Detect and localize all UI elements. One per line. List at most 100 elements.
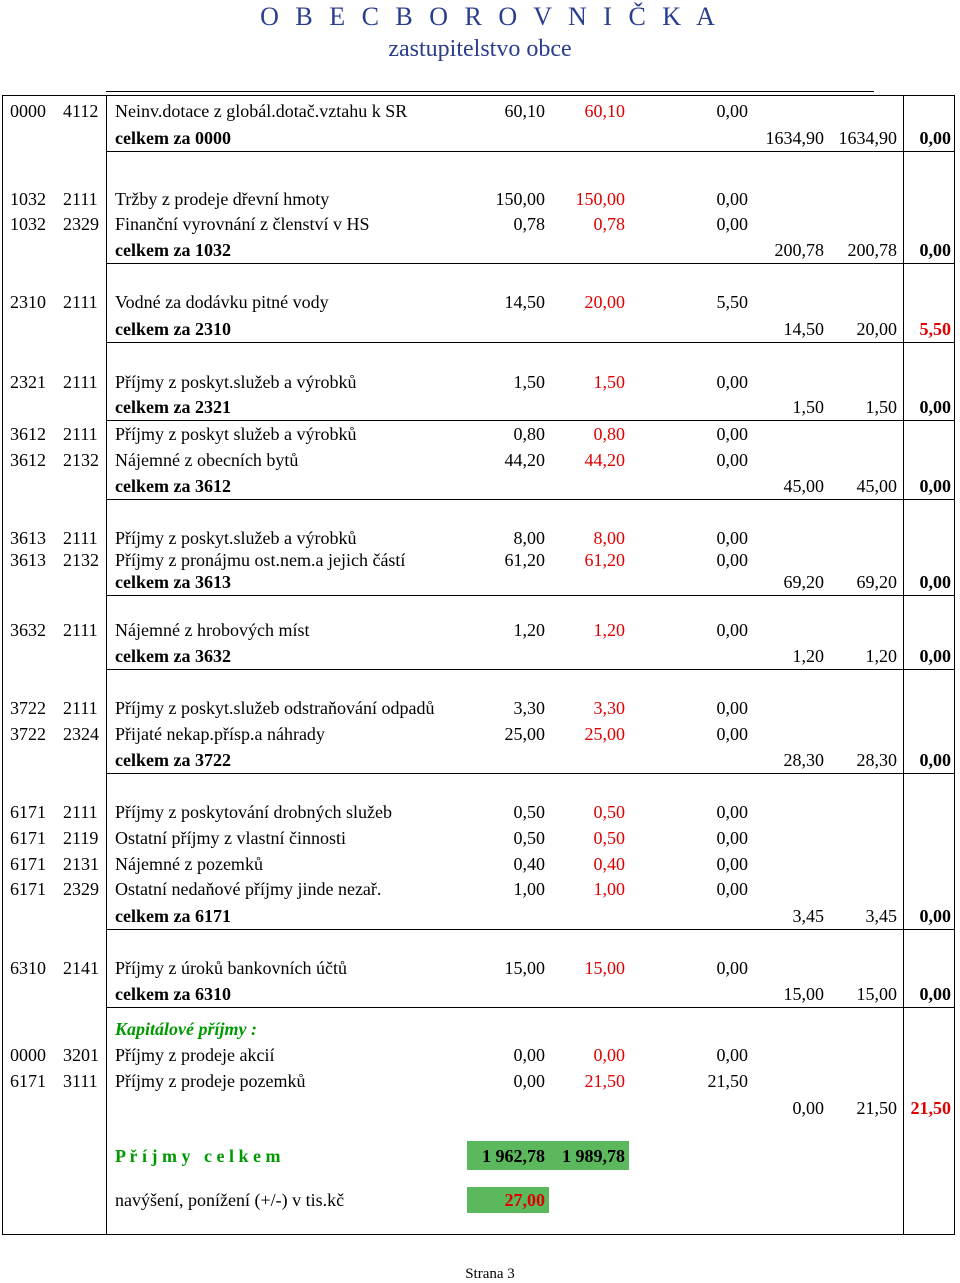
subtotal-label: celkem za 3632	[115, 646, 231, 666]
subtotal-difference: 0,00	[919, 906, 952, 926]
adjusted-budget: 3,30	[593, 698, 626, 718]
item-description: Neinv.dotace z globál.dotač.vztahu k SR	[115, 101, 408, 121]
header-rule	[106, 91, 874, 92]
paragraph-code: 6171	[10, 854, 46, 874]
subtotal-label: celkem za 6310	[115, 984, 231, 1004]
subtotal-budget: 45,00	[783, 476, 825, 496]
adjusted-budget: 0,80	[593, 424, 626, 444]
subtotal-rule	[106, 929, 955, 930]
item-code: 2111	[63, 528, 98, 548]
subtotal-difference: 0,00	[919, 984, 952, 1004]
paragraph-code: 3613	[10, 550, 46, 570]
difference: 0,00	[716, 802, 749, 822]
subtotal-adjusted: 15,00	[856, 984, 898, 1004]
difference: 21,50	[707, 1071, 749, 1091]
item-code: 2141	[63, 958, 99, 978]
difference: 0,00	[716, 424, 749, 444]
subtotal-budget: 3,45	[792, 906, 825, 926]
item-code: 3111	[63, 1071, 98, 1091]
difference: 0,00	[716, 854, 749, 874]
approved-budget: 0,00	[513, 1071, 546, 1091]
approved-budget: 1,50	[513, 372, 546, 392]
item-code: 2111	[63, 292, 98, 312]
approved-budget: 60,10	[504, 101, 546, 121]
approved-budget: 0,78	[513, 214, 546, 234]
income-total-budget: 1 962,78	[482, 1146, 545, 1166]
adjusted-budget: 8,00	[593, 528, 626, 548]
paragraph-code: 1032	[10, 214, 46, 234]
approved-budget: 1,20	[513, 620, 546, 640]
item-code: 2329	[63, 879, 99, 899]
item-code: 2111	[63, 424, 98, 444]
subtotal-budget: 28,30	[783, 750, 825, 770]
paragraph-code: 3612	[10, 450, 46, 470]
approved-budget: 3,30	[513, 698, 546, 718]
paragraph-code: 6310	[10, 958, 46, 978]
adjusted-budget: 0,78	[593, 214, 626, 234]
paragraph-code: 0000	[10, 101, 46, 121]
approved-budget: 150,00	[495, 189, 546, 209]
item-code: 2111	[63, 620, 98, 640]
subtotal-difference: 0,00	[919, 476, 952, 496]
difference: 0,00	[716, 828, 749, 848]
item-code: 2132	[63, 450, 99, 470]
paragraph-code: 3722	[10, 724, 46, 744]
adjusted-budget: 15,00	[584, 958, 626, 978]
subtotal-budget: 14,50	[783, 319, 825, 339]
paragraph-code: 1032	[10, 189, 46, 209]
difference: 0,00	[716, 698, 749, 718]
item-description: Nájemné z hrobových míst	[115, 620, 310, 640]
item-description: Příjmy z poskytování drobných služeb	[115, 802, 392, 822]
subtotal-rule	[106, 499, 955, 500]
subtotal-difference: 0,00	[919, 646, 952, 666]
subtotal-difference: 0,00	[919, 128, 952, 148]
subtotal-adjusted: 1,20	[865, 646, 898, 666]
item-code: 3201	[63, 1045, 99, 1065]
paragraph-code: 6171	[10, 828, 46, 848]
adjusted-budget: 1,20	[593, 620, 626, 640]
difference: 5,50	[716, 292, 749, 312]
adjusted-budget: 0,50	[593, 828, 626, 848]
subtotal-label: celkem za 0000	[115, 128, 231, 148]
subtotal-budget: 1,20	[792, 646, 825, 666]
subtotal-adjusted: 20,00	[856, 319, 898, 339]
income-total-label: P ř í j m y c e l k e m	[115, 1146, 281, 1166]
change-label: navýšení, ponížení (+/-) v tis.kč	[115, 1190, 345, 1210]
item-description: Příjmy z prodeje akcií	[115, 1045, 275, 1065]
subtotal-label: celkem za 2310	[115, 319, 231, 339]
difference: 0,00	[716, 189, 749, 209]
item-code: 2324	[63, 724, 99, 744]
item-description: Příjmy z pronájmu ost.nem.a jejich částí	[115, 550, 406, 570]
subtotal-rule	[106, 420, 955, 421]
paragraph-code: 0000	[10, 1045, 46, 1065]
approved-budget: 1,00	[513, 879, 546, 899]
item-code: 2111	[63, 372, 98, 392]
paragraph-code: 2321	[10, 372, 46, 392]
adjusted-budget: 25,00	[584, 724, 626, 744]
municipality-title: O B E C B O R O V N I Č K A	[260, 2, 720, 31]
subtotal-adjusted: 200,78	[847, 240, 898, 260]
difference: 0,00	[716, 450, 749, 470]
item-description: Vodné za dodávku pitné vody	[115, 292, 329, 312]
subtotal-budget: 0,00	[792, 1098, 825, 1118]
page-number: Strana 3	[465, 1266, 515, 1282]
approved-budget: 14,50	[504, 292, 546, 312]
subtotal-rule	[106, 342, 955, 343]
subtotal-rule	[106, 595, 955, 596]
difference: 0,00	[716, 372, 749, 392]
item-description: Ostatní příjmy z vlastní činnosti	[115, 828, 346, 848]
adjusted-budget: 20,00	[584, 292, 626, 312]
difference: 0,00	[716, 101, 749, 121]
capital-income-heading: Kapitálové příjmy :	[115, 1019, 257, 1039]
approved-budget: 0,80	[513, 424, 546, 444]
item-code: 4112	[63, 101, 99, 121]
approved-budget: 0,50	[513, 802, 546, 822]
approved-budget: 8,00	[513, 528, 546, 548]
income-total-adjusted: 1 989,78	[562, 1146, 625, 1166]
subtotal-budget: 200,78	[774, 240, 825, 260]
difference: 0,00	[716, 879, 749, 899]
difference: 0,00	[716, 724, 749, 744]
difference: 0,00	[716, 214, 749, 234]
approved-budget: 0,00	[513, 1045, 546, 1065]
subtotal-label: celkem za 3612	[115, 476, 231, 496]
